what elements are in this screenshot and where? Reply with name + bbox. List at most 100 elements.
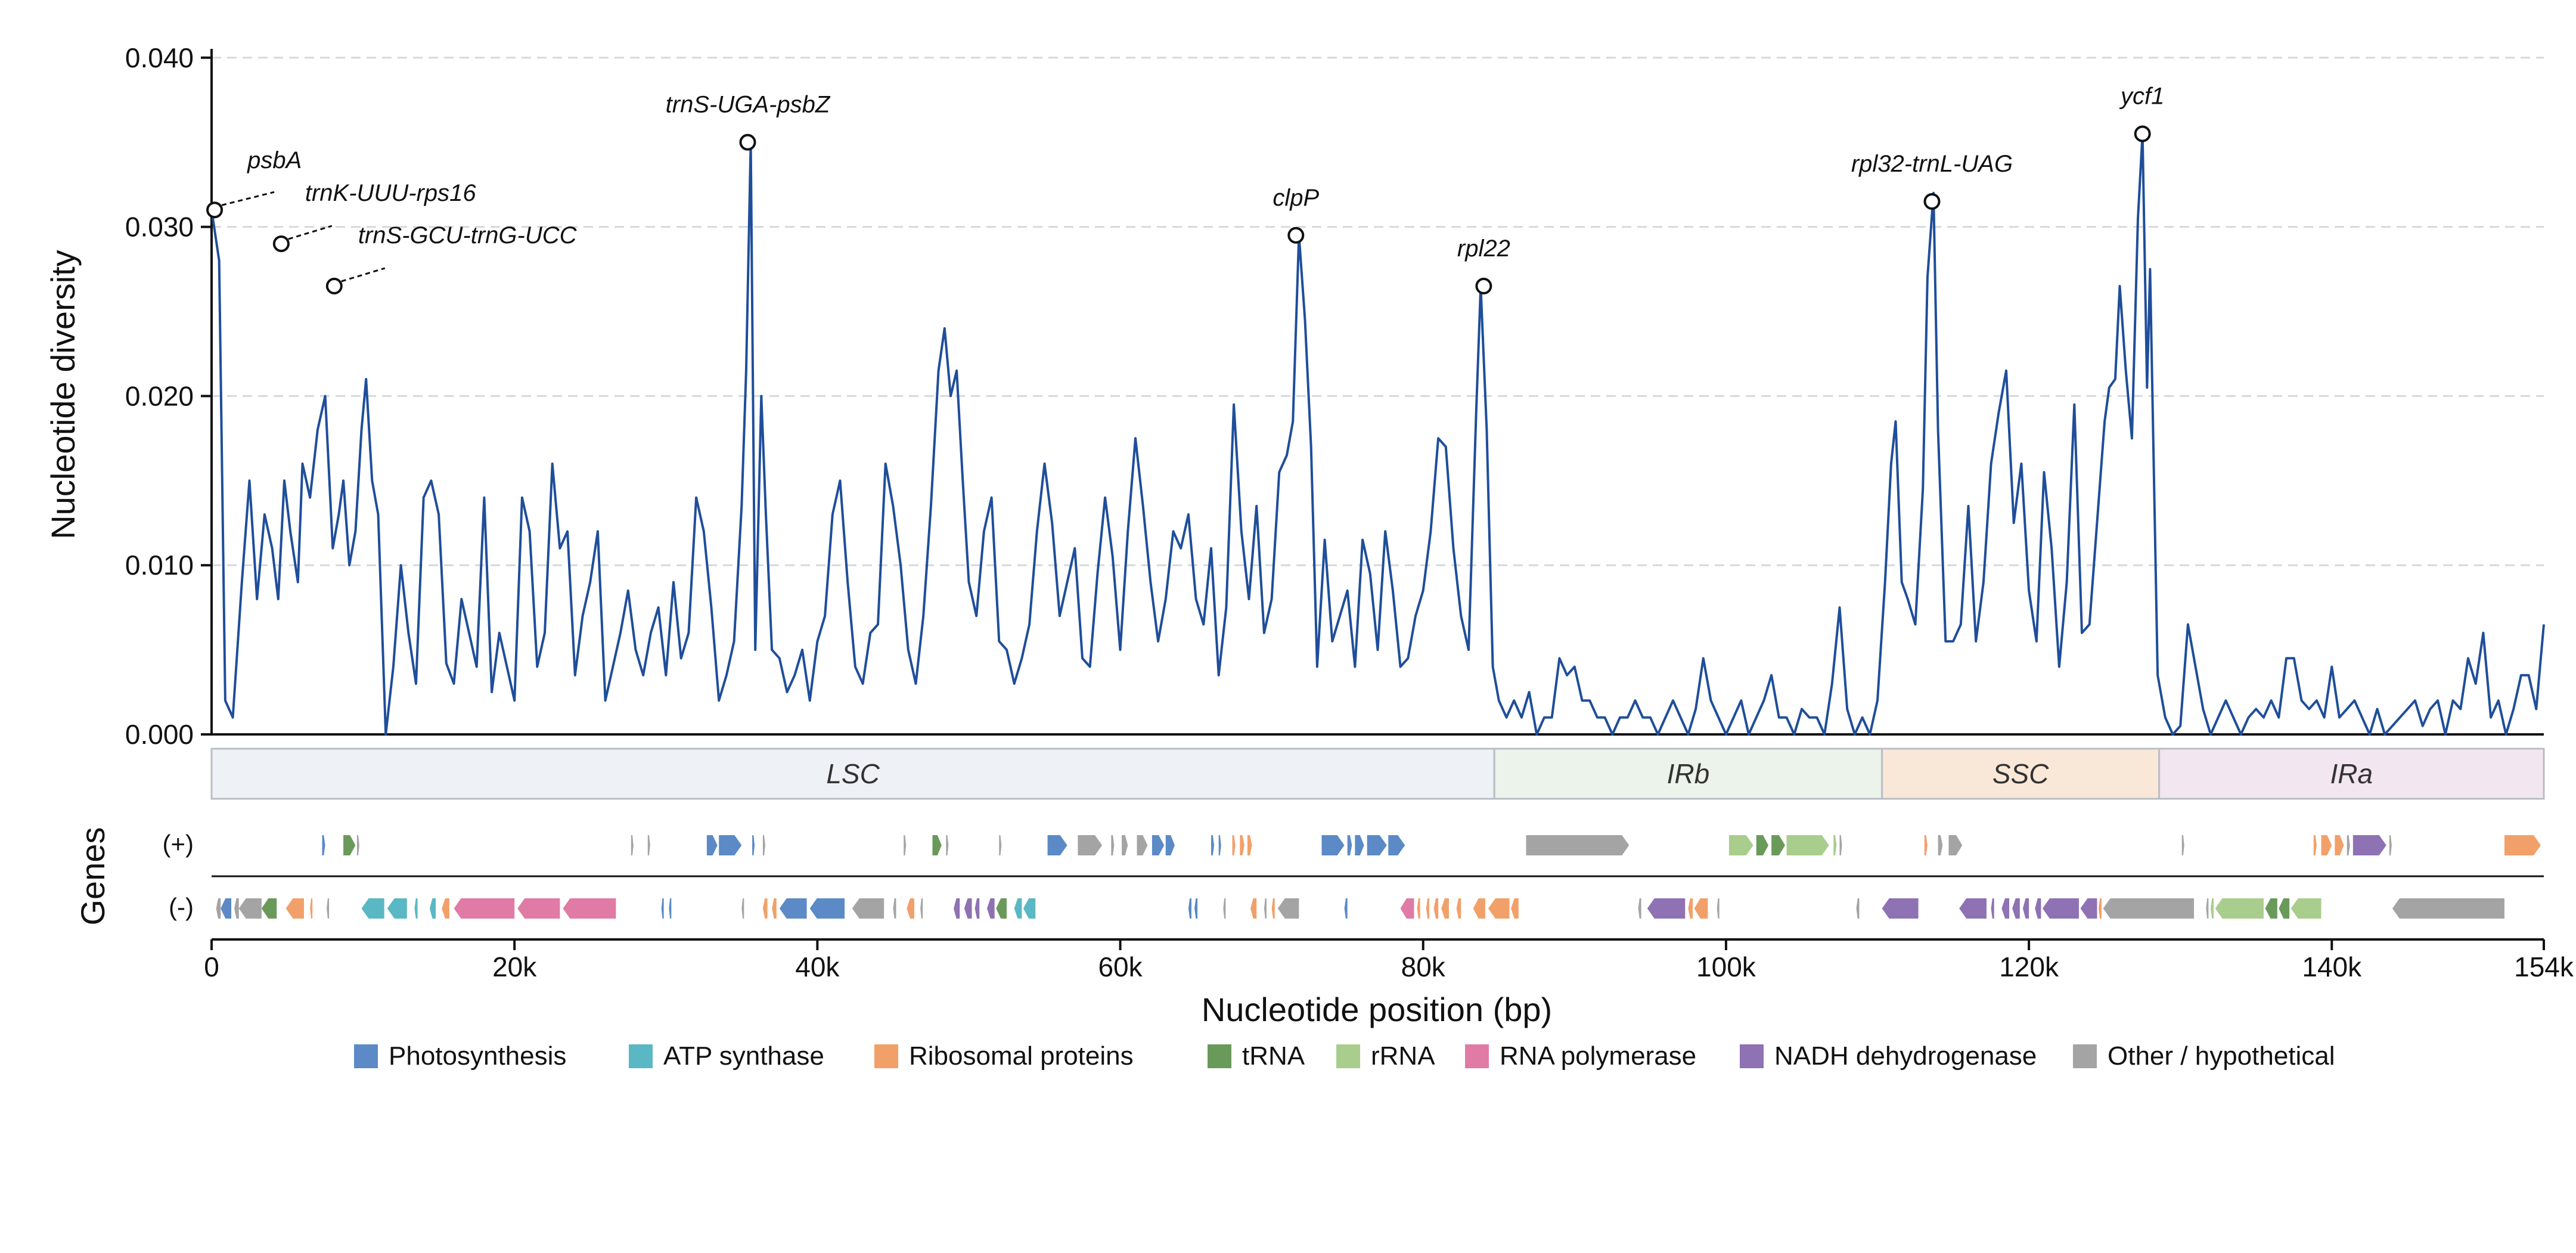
- gene-minus: [741, 898, 744, 919]
- legend-label: RNA polymerase: [1500, 1041, 1696, 1071]
- gene-plus: [1526, 835, 1630, 855]
- gene-minus: [2291, 898, 2321, 919]
- gene-minus: [238, 898, 262, 919]
- gene-plus: [1924, 835, 1928, 855]
- gene-minus: [454, 898, 515, 919]
- peak-label: trnK-UUU-rps16: [305, 180, 476, 206]
- peak-marker: [1923, 193, 1941, 210]
- x-tick-label: 40k: [795, 951, 840, 982]
- gene-minus: [1717, 898, 1720, 919]
- gene-minus: [2265, 898, 2277, 919]
- gene-minus: [986, 898, 995, 919]
- gene-minus: [2012, 898, 2020, 919]
- peak-marker: [2134, 125, 2151, 142]
- gene-minus: [907, 898, 914, 919]
- gene-plus: [1355, 835, 1364, 855]
- gene-minus: [563, 898, 616, 919]
- gene-plus: [1728, 835, 1753, 855]
- gene-plus: [343, 835, 356, 855]
- gene-minus: [216, 898, 221, 919]
- peak-marker: [739, 134, 756, 151]
- gene-plus: [1240, 835, 1244, 855]
- gene-plus: [1347, 835, 1352, 855]
- gene-minus: [996, 898, 1007, 919]
- x-tick-label: 120k: [1999, 951, 2059, 982]
- gene-plus: [1078, 835, 1103, 855]
- x-axis-title: Nucleotide position (bp): [1202, 991, 1552, 1028]
- gene-minus: [1638, 898, 1641, 919]
- gene-minus: [221, 898, 232, 919]
- gene-minus: [310, 898, 313, 919]
- region-label: SSC: [1992, 758, 2049, 789]
- gene-plus: [1211, 835, 1215, 855]
- gene-minus: [1344, 898, 1348, 919]
- gene-minus: [1250, 898, 1257, 919]
- gene-plus: [1948, 835, 1963, 855]
- legend: Photosynthesis ATP synthase Ribosomal prot…: [354, 1041, 2335, 1071]
- gene-minus: [1277, 898, 1299, 919]
- legend-swatch: [1465, 1044, 1489, 1068]
- strand-label-minus: (-): [169, 893, 194, 921]
- legend-swatch: [1336, 1044, 1360, 1068]
- gene-minus: [1456, 898, 1461, 919]
- region-label: LSC: [826, 758, 880, 789]
- region-ssc: [1881, 748, 2161, 800]
- strand-label-plus: (+): [163, 830, 194, 858]
- legend-label: rRNA: [1371, 1041, 1435, 1071]
- gene-minus: [852, 898, 884, 919]
- peak-label: psbA: [247, 147, 302, 173]
- legend-label: Ribosomal proteins: [909, 1041, 1134, 1071]
- x-tick-label: 140k: [2302, 951, 2362, 982]
- gene-plus: [356, 835, 359, 855]
- x-tick-label: 154k: [2514, 951, 2574, 982]
- gene-plus: [1232, 835, 1236, 855]
- y-tick-label: 0.030: [125, 212, 194, 243]
- genes-track-title: Genes: [74, 827, 111, 926]
- gene-plus: [1137, 835, 1148, 855]
- gene-minus: [1194, 898, 1198, 919]
- gene-minus: [964, 898, 972, 919]
- gene-plus: [1839, 835, 1842, 855]
- gene-plus: [719, 835, 742, 855]
- peak-leader: [288, 225, 333, 240]
- legend-label: ATP synthase: [663, 1041, 824, 1071]
- gene-plus: [1047, 835, 1067, 855]
- gene-minus: [1223, 898, 1226, 919]
- gene-plus: [2335, 835, 2344, 855]
- y-tick-label: 0.020: [125, 380, 194, 411]
- gene-minus: [327, 898, 330, 919]
- gene-minus: [669, 898, 672, 919]
- gene-plus: [762, 835, 765, 855]
- gene-plus: [752, 835, 755, 855]
- gene-minus: [2022, 898, 2029, 919]
- legend-swatch: [2073, 1044, 2097, 1068]
- gene-plus: [1367, 835, 1387, 855]
- diversity-line: [210, 132, 2545, 736]
- legend-swatch: [874, 1044, 898, 1068]
- y-tick-label: 0.010: [125, 550, 194, 581]
- gene-minus: [1264, 898, 1267, 919]
- region-ira: [2158, 748, 2545, 800]
- gene-minus: [2279, 898, 2290, 919]
- peak-label: trnS-UGA-psbZ: [666, 92, 831, 118]
- x-tick-label: 20k: [492, 951, 537, 982]
- gene-minus: [429, 898, 436, 919]
- gene-plus: [1756, 835, 1769, 855]
- gene-tracks: (+) (-): [163, 830, 2544, 941]
- gene-plus: [1152, 835, 1165, 855]
- gene-plus: [946, 835, 949, 855]
- gene-minus: [234, 898, 239, 919]
- gene-plus: [1321, 835, 1345, 855]
- gene-minus: [2035, 898, 2041, 919]
- gene-minus: [1856, 898, 1860, 919]
- gene-minus: [1400, 898, 1414, 919]
- gene-plus: [647, 835, 650, 855]
- gridlines: [212, 57, 2544, 566]
- gene-minus: [1694, 898, 1708, 919]
- gene-minus: [1473, 898, 1485, 919]
- gene-plus: [1833, 835, 1837, 855]
- gene-minus: [2103, 898, 2195, 919]
- y-axis-title: Nucleotide diversity: [44, 250, 82, 539]
- gene-minus: [809, 898, 845, 919]
